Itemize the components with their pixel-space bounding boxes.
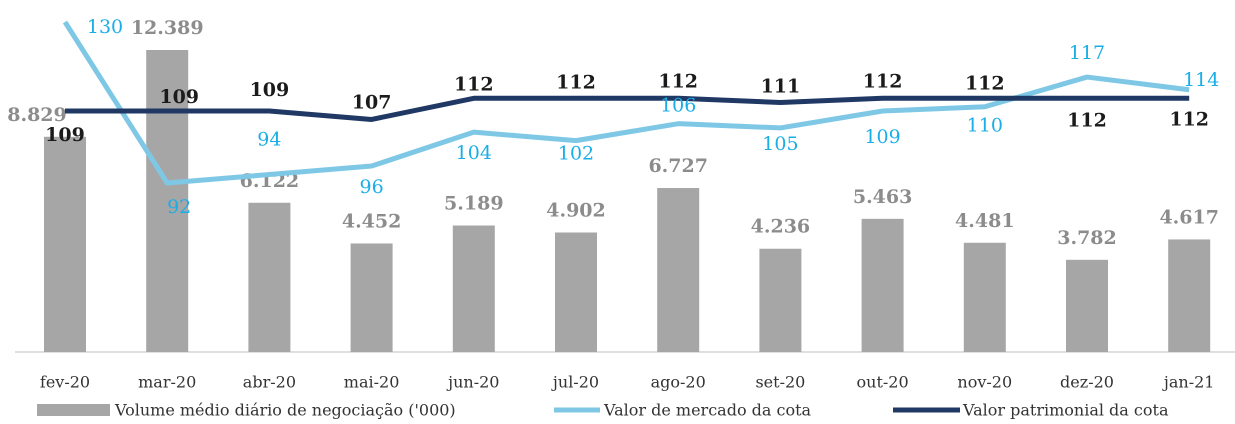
- market-label: 94: [257, 129, 281, 151]
- market-label: 104: [456, 142, 492, 164]
- market-label: 106: [660, 95, 696, 117]
- line: [65, 95, 1190, 122]
- nav-label: 109: [159, 86, 199, 108]
- bar: [350, 243, 393, 352]
- market-label: 130: [87, 16, 123, 38]
- market-label: 109: [864, 126, 900, 148]
- bar: [248, 202, 291, 352]
- x-tick-label: fev-20: [40, 373, 90, 392]
- bar-label: 5.463: [853, 186, 913, 208]
- market-label: 105: [762, 133, 798, 155]
- x-tick-label: abr-20: [243, 373, 296, 392]
- x-tick-label: dez-20: [1060, 373, 1114, 392]
- bar-label: 4.481: [955, 210, 1015, 232]
- bar: [452, 225, 495, 352]
- line: [62, 20, 1190, 186]
- bar-label: 8.829: [7, 104, 67, 126]
- x-tick-label: set-20: [755, 373, 805, 392]
- x-tick-label: mai-20: [344, 373, 400, 392]
- bar-label: 6.727: [648, 155, 708, 177]
- nav-label: 107: [352, 91, 392, 113]
- bar-label: 5.189: [444, 193, 504, 215]
- bar: [555, 232, 597, 352]
- nav-label: 109: [45, 124, 85, 146]
- nav-label: 112: [658, 70, 698, 92]
- x-tick-label: jan-21: [1162, 373, 1215, 392]
- nav-label: 112: [1169, 108, 1209, 130]
- x-tick-label: out-20: [857, 373, 909, 392]
- nav-label: 112: [556, 71, 596, 93]
- legend-label: Valor de mercado da cota: [603, 401, 812, 420]
- bar: [146, 50, 189, 352]
- x-tick-label: ago-20: [651, 373, 706, 392]
- bar-label: 4.236: [751, 216, 811, 238]
- bar: [861, 218, 904, 352]
- nav-label: 112: [863, 70, 903, 92]
- legend-label: Valor patrimonial da cota: [962, 401, 1169, 420]
- market-label: 117: [1069, 42, 1105, 64]
- legend-label: Volume médio diário de negociação ('000): [114, 401, 456, 420]
- nav-label: 112: [1067, 109, 1107, 131]
- nav-label: 109: [250, 79, 290, 101]
- bar: [1066, 259, 1108, 352]
- x-tick-label: nov-20: [957, 373, 1012, 392]
- market-label: 96: [360, 176, 384, 198]
- x-tick-label: jul-20: [551, 373, 599, 392]
- market-label: 110: [967, 115, 1003, 137]
- bar: [759, 248, 802, 352]
- bar: [1168, 239, 1211, 352]
- bar-label: 4.617: [1159, 206, 1219, 228]
- bar-label: 4.902: [546, 200, 606, 222]
- bar: [963, 242, 1006, 352]
- nav-label: 112: [454, 73, 494, 95]
- market-label: 92: [167, 196, 191, 218]
- x-tick-label: mar-20: [138, 373, 196, 392]
- bar: [44, 136, 86, 352]
- market-label: 102: [558, 143, 594, 165]
- nav-label: 112: [965, 72, 1005, 94]
- bar: [657, 188, 700, 352]
- market-label: 114: [1183, 69, 1219, 91]
- bar-label: 3.782: [1057, 227, 1117, 249]
- nav-label: 111: [761, 76, 801, 98]
- bar-label: 4.452: [342, 210, 402, 232]
- legend-swatch: [37, 404, 110, 416]
- bar-label: 12.389: [131, 17, 204, 39]
- x-tick-label: jun-20: [446, 373, 499, 392]
